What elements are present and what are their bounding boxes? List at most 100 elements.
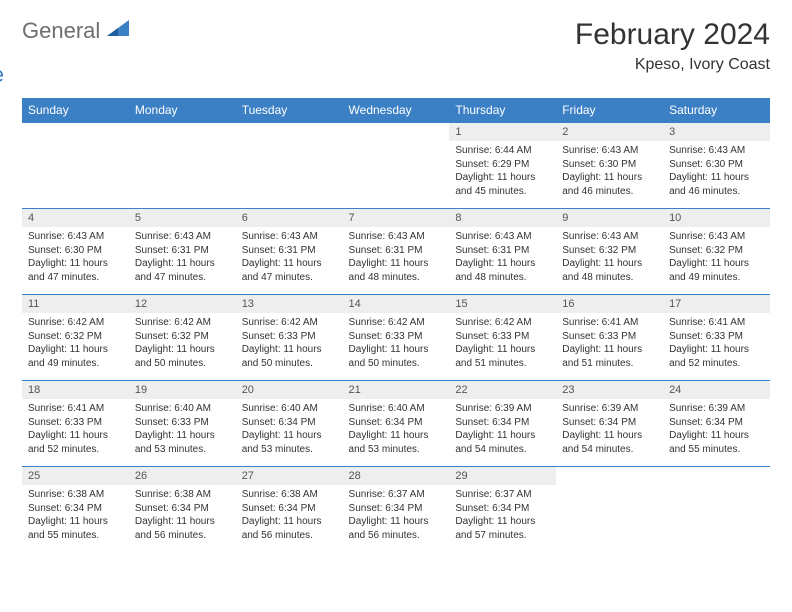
day-number-cell [663, 467, 770, 486]
sunrise-line: Sunrise: 6:40 AM [349, 402, 444, 416]
sunset-line: Sunset: 6:33 PM [669, 330, 764, 344]
sunrise-line: Sunrise: 6:42 AM [28, 316, 123, 330]
day-detail-cell: Sunrise: 6:42 AMSunset: 6:32 PMDaylight:… [129, 313, 236, 381]
day-detail-cell: Sunrise: 6:41 AMSunset: 6:33 PMDaylight:… [22, 399, 129, 467]
sunset-line: Sunset: 6:32 PM [135, 330, 230, 344]
sunset-line: Sunset: 6:32 PM [28, 330, 123, 344]
sunset-line: Sunset: 6:34 PM [28, 502, 123, 516]
sunrise-line: Sunrise: 6:42 AM [455, 316, 550, 330]
day-number-cell: 9 [556, 209, 663, 228]
day-detail-cell: Sunrise: 6:44 AMSunset: 6:29 PMDaylight:… [449, 141, 556, 209]
sunrise-line: Sunrise: 6:43 AM [28, 230, 123, 244]
daylight-line: Daylight: 11 hours and 50 minutes. [242, 343, 337, 370]
daylight-line: Daylight: 11 hours and 56 minutes. [242, 515, 337, 542]
logo: General Blue [22, 18, 131, 88]
sunrise-line: Sunrise: 6:43 AM [562, 144, 657, 158]
day-number-cell: 13 [236, 295, 343, 314]
day-detail-cell: Sunrise: 6:39 AMSunset: 6:34 PMDaylight:… [556, 399, 663, 467]
day-number-cell: 19 [129, 381, 236, 400]
day-detail-cell: Sunrise: 6:39 AMSunset: 6:34 PMDaylight:… [449, 399, 556, 467]
day-detail-cell: Sunrise: 6:43 AMSunset: 6:31 PMDaylight:… [129, 227, 236, 295]
detail-row: Sunrise: 6:38 AMSunset: 6:34 PMDaylight:… [22, 485, 770, 552]
daylight-line: Daylight: 11 hours and 46 minutes. [562, 171, 657, 198]
calendar-body: 123Sunrise: 6:44 AMSunset: 6:29 PMDaylig… [22, 123, 770, 553]
sunrise-line: Sunrise: 6:41 AM [562, 316, 657, 330]
daylight-line: Daylight: 11 hours and 53 minutes. [242, 429, 337, 456]
sunrise-line: Sunrise: 6:41 AM [28, 402, 123, 416]
day-number-cell: 10 [663, 209, 770, 228]
day-detail-cell [556, 485, 663, 552]
logo-word1: General [22, 18, 100, 43]
detail-row: Sunrise: 6:44 AMSunset: 6:29 PMDaylight:… [22, 141, 770, 209]
sunset-line: Sunset: 6:30 PM [562, 158, 657, 172]
sunset-line: Sunset: 6:33 PM [455, 330, 550, 344]
daylight-line: Daylight: 11 hours and 57 minutes. [455, 515, 550, 542]
sunset-line: Sunset: 6:31 PM [135, 244, 230, 258]
daylight-line: Daylight: 11 hours and 45 minutes. [455, 171, 550, 198]
daylight-line: Daylight: 11 hours and 47 minutes. [135, 257, 230, 284]
day-number-cell: 27 [236, 467, 343, 486]
logo-word2: Blue [0, 62, 131, 88]
daylight-line: Daylight: 11 hours and 49 minutes. [28, 343, 123, 370]
day-number-cell: 6 [236, 209, 343, 228]
day-detail-cell: Sunrise: 6:43 AMSunset: 6:30 PMDaylight:… [556, 141, 663, 209]
sunset-line: Sunset: 6:30 PM [28, 244, 123, 258]
day-header: Thursday [449, 98, 556, 123]
day-number-cell: 4 [22, 209, 129, 228]
sunset-line: Sunset: 6:31 PM [455, 244, 550, 258]
day-header: Monday [129, 98, 236, 123]
day-detail-cell: Sunrise: 6:43 AMSunset: 6:31 PMDaylight:… [343, 227, 450, 295]
sunset-line: Sunset: 6:34 PM [455, 416, 550, 430]
calendar-table: SundayMondayTuesdayWednesdayThursdayFrid… [22, 98, 770, 552]
sunrise-line: Sunrise: 6:40 AM [135, 402, 230, 416]
sunrise-line: Sunrise: 6:38 AM [242, 488, 337, 502]
daylight-line: Daylight: 11 hours and 51 minutes. [562, 343, 657, 370]
sunrise-line: Sunrise: 6:39 AM [562, 402, 657, 416]
day-detail-cell: Sunrise: 6:42 AMSunset: 6:33 PMDaylight:… [236, 313, 343, 381]
sunset-line: Sunset: 6:31 PM [349, 244, 444, 258]
daylight-line: Daylight: 11 hours and 56 minutes. [135, 515, 230, 542]
sunset-line: Sunset: 6:29 PM [455, 158, 550, 172]
day-number-cell: 1 [449, 123, 556, 142]
detail-row: Sunrise: 6:41 AMSunset: 6:33 PM Daylight:… [22, 399, 770, 467]
day-detail-cell [343, 141, 450, 209]
day-number-cell: 26 [129, 467, 236, 486]
day-number-cell: 7 [343, 209, 450, 228]
day-detail-cell [129, 141, 236, 209]
sunrise-line: Sunrise: 6:43 AM [455, 230, 550, 244]
day-header: Friday [556, 98, 663, 123]
day-detail-cell: Sunrise: 6:39 AMSunset: 6:34 PMDaylight:… [663, 399, 770, 467]
day-number-cell [236, 123, 343, 142]
day-detail-cell: Sunrise: 6:38 AMSunset: 6:34 PMDaylight:… [129, 485, 236, 552]
daylight-line: Daylight: 11 hours and 48 minutes. [562, 257, 657, 284]
sunrise-line: Sunrise: 6:38 AM [28, 488, 123, 502]
day-detail-cell: Sunrise: 6:37 AMSunset: 6:34 PMDaylight:… [449, 485, 556, 552]
sunrise-line: Sunrise: 6:44 AM [455, 144, 550, 158]
daynum-row: 2526272829 [22, 467, 770, 486]
location: Kpeso, Ivory Coast [575, 56, 770, 74]
sunrise-line: Sunrise: 6:39 AM [669, 402, 764, 416]
sunrise-line: Sunrise: 6:43 AM [349, 230, 444, 244]
day-number-cell [129, 123, 236, 142]
day-number-cell: 29 [449, 467, 556, 486]
day-number-cell: 21 [343, 381, 450, 400]
day-detail-cell: Sunrise: 6:38 AMSunset: 6:34 PMDaylight:… [236, 485, 343, 552]
day-detail-cell: Sunrise: 6:42 AMSunset: 6:32 PMDaylight:… [22, 313, 129, 381]
sunset-line: Sunset: 6:33 PM [28, 416, 123, 430]
sunrise-line: Sunrise: 6:43 AM [242, 230, 337, 244]
day-detail-cell: Sunrise: 6:37 AMSunset: 6:34 PMDaylight:… [343, 485, 450, 552]
sunrise-line: Sunrise: 6:42 AM [242, 316, 337, 330]
daynum-row: 11121314151617 [22, 295, 770, 314]
sunset-line: Sunset: 6:34 PM [242, 502, 337, 516]
daylight-line: Daylight: 11 hours and 56 minutes. [349, 515, 444, 542]
logo-triangle-icon [107, 18, 131, 43]
sunrise-line: Sunrise: 6:40 AM [242, 402, 337, 416]
day-detail-cell: Sunrise: 6:43 AMSunset: 6:31 PMDaylight:… [449, 227, 556, 295]
day-detail-cell: Sunrise: 6:43 AMSunset: 6:31 PMDaylight:… [236, 227, 343, 295]
sunrise-line: Sunrise: 6:39 AM [455, 402, 550, 416]
sunrise-line: Sunrise: 6:37 AM [349, 488, 444, 502]
sunrise-line: Sunrise: 6:43 AM [562, 230, 657, 244]
daynum-row: 45678910 [22, 209, 770, 228]
daylight-line: Daylight: 11 hours and 52 minutes. [669, 343, 764, 370]
daynum-row: 123 [22, 123, 770, 142]
